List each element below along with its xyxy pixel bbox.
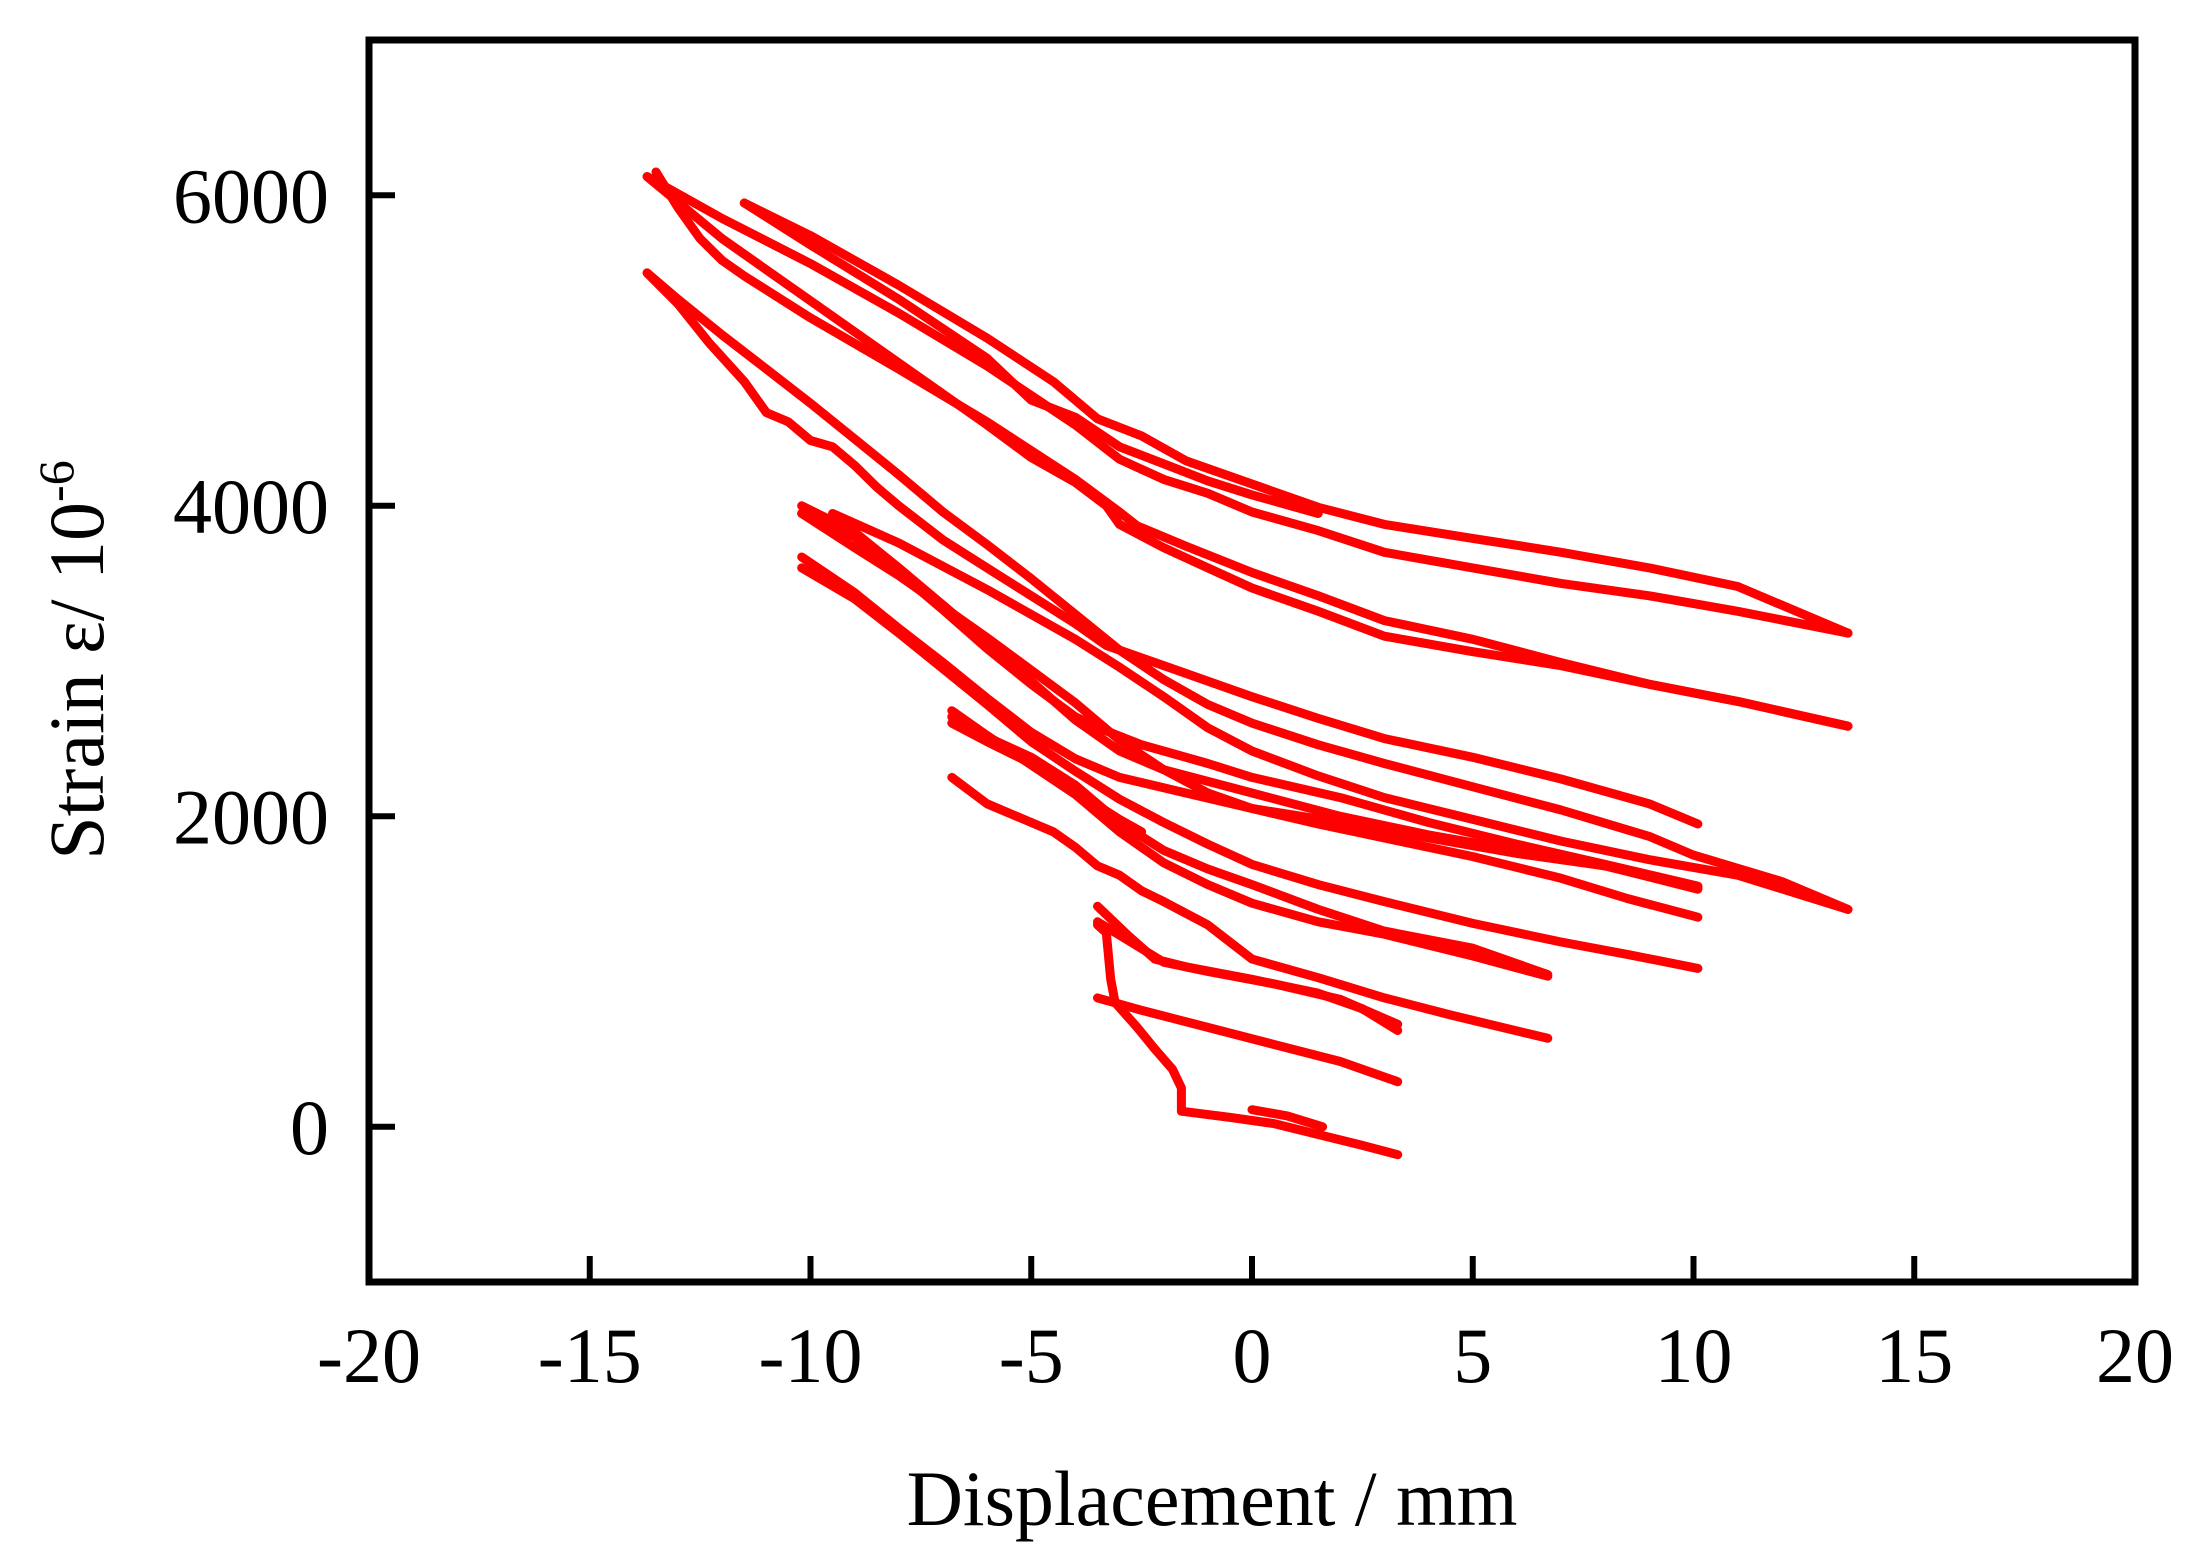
series-line-16 bbox=[828, 509, 1853, 914]
series-line-7 bbox=[947, 772, 1553, 1043]
series-line-12 bbox=[797, 563, 1703, 973]
y-axis-title: Strain ε/ 10-6 bbox=[28, 460, 120, 859]
x-tick-label: 15 bbox=[1875, 1312, 1953, 1399]
series-line-6 bbox=[1093, 917, 1403, 1029]
plot-frame bbox=[365, 36, 2139, 1286]
x-tick-label: 10 bbox=[1655, 1312, 1733, 1399]
series-line-1 bbox=[1176, 1106, 1403, 1160]
series-line-10 bbox=[947, 718, 1147, 837]
series-line-19 bbox=[642, 172, 1853, 638]
series-layer bbox=[642, 167, 1853, 1160]
y-tick-label: 0 bbox=[290, 1084, 329, 1171]
y-axis-title-main: Strain ε/ 10 bbox=[33, 502, 120, 860]
series-line-23 bbox=[642, 172, 1853, 731]
x-tick-label: 20 bbox=[2096, 1312, 2174, 1399]
y-tick-label: 6000 bbox=[173, 152, 329, 239]
series-line-2 bbox=[1247, 1105, 1328, 1132]
x-tick-label: -5 bbox=[999, 1312, 1064, 1399]
series-line-18 bbox=[642, 268, 1703, 829]
x-tick-label: -20 bbox=[317, 1312, 421, 1399]
series-line-22 bbox=[739, 198, 1323, 518]
series-line-20 bbox=[651, 167, 1853, 731]
x-tick-label: -15 bbox=[538, 1312, 642, 1399]
series-line-9 bbox=[947, 712, 1553, 980]
x-axis-title: Displacement / mm bbox=[907, 1455, 1518, 1542]
y-axis-title-exponent: -6 bbox=[28, 460, 84, 502]
x-tick-label: 0 bbox=[1233, 1312, 1272, 1399]
y-tick-label: 2000 bbox=[173, 773, 329, 860]
series-line-4 bbox=[1093, 993, 1403, 1087]
x-tick-label: -10 bbox=[759, 1312, 863, 1399]
tick-layer: -20 -15 -10 -5 0 5 10 15 20 0 2000 4000 6000 bbox=[173, 152, 2174, 1399]
y-tick-label: 4000 bbox=[173, 463, 329, 550]
series-line-3 bbox=[1093, 920, 1186, 1116]
series-line-15 bbox=[797, 509, 1703, 893]
x-tick-label: 5 bbox=[1453, 1312, 1492, 1399]
series-line-21 bbox=[739, 198, 1853, 638]
